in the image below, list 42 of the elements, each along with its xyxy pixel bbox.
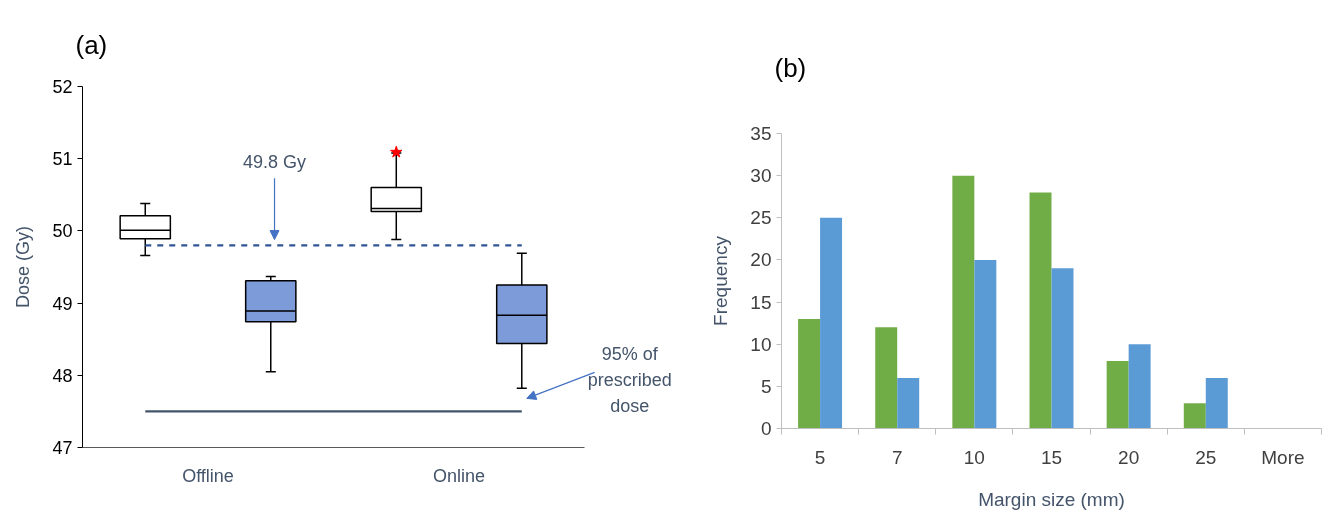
y-tick-label: 20 [750, 249, 772, 271]
y-tick-label: 47 [52, 438, 73, 458]
bar [897, 377, 920, 429]
bar [798, 318, 821, 429]
y-tick-label: 48 [52, 365, 73, 386]
x-tick-label: More [1261, 446, 1305, 468]
x-axis-title: Margin size (mm) [978, 488, 1125, 510]
ref-line-label: 49.8 Gy [243, 152, 307, 173]
x-tick-label: 5 [814, 446, 826, 468]
bar [1029, 192, 1052, 429]
ref-line-label: 95% of prescribed dose [587, 344, 672, 417]
y-tick-label: 52 [52, 77, 73, 97]
bar [1128, 344, 1151, 429]
x-tick-label: Online [433, 465, 486, 486]
y-tick-label: 35 [750, 123, 772, 144]
y-tick-label: 49 [52, 293, 73, 314]
chart-title: (a) [75, 29, 108, 60]
y-tick-label: 0 [760, 418, 772, 439]
x-tick-label: 20 [1118, 446, 1140, 468]
y-tick-label: 15 [750, 291, 772, 313]
y-tick-label: 25 [750, 207, 772, 229]
bar [1051, 268, 1074, 429]
x-tick-label: 10 [963, 446, 985, 468]
x-tick-label: 25 [1195, 446, 1217, 468]
bar [820, 217, 843, 429]
bar [875, 327, 898, 429]
y-tick-label: 50 [52, 221, 73, 242]
y-axis-title: Dose (Gy) [13, 225, 34, 309]
y-tick-label: 5 [760, 375, 772, 397]
bar [1106, 361, 1129, 429]
bar [974, 259, 997, 429]
bar [952, 175, 975, 429]
y-tick-label: 10 [750, 333, 772, 355]
y-tick-label: 30 [750, 165, 772, 187]
x-tick-label: 7 [891, 446, 903, 468]
bar [1205, 377, 1228, 429]
chart-title: (b) [774, 52, 807, 83]
y-axis-title: Frequency [710, 235, 732, 326]
x-tick-label: Offline [182, 465, 234, 486]
x-tick-label: 15 [1040, 446, 1063, 468]
y-tick-label: 51 [52, 149, 73, 170]
bar [1183, 403, 1206, 429]
